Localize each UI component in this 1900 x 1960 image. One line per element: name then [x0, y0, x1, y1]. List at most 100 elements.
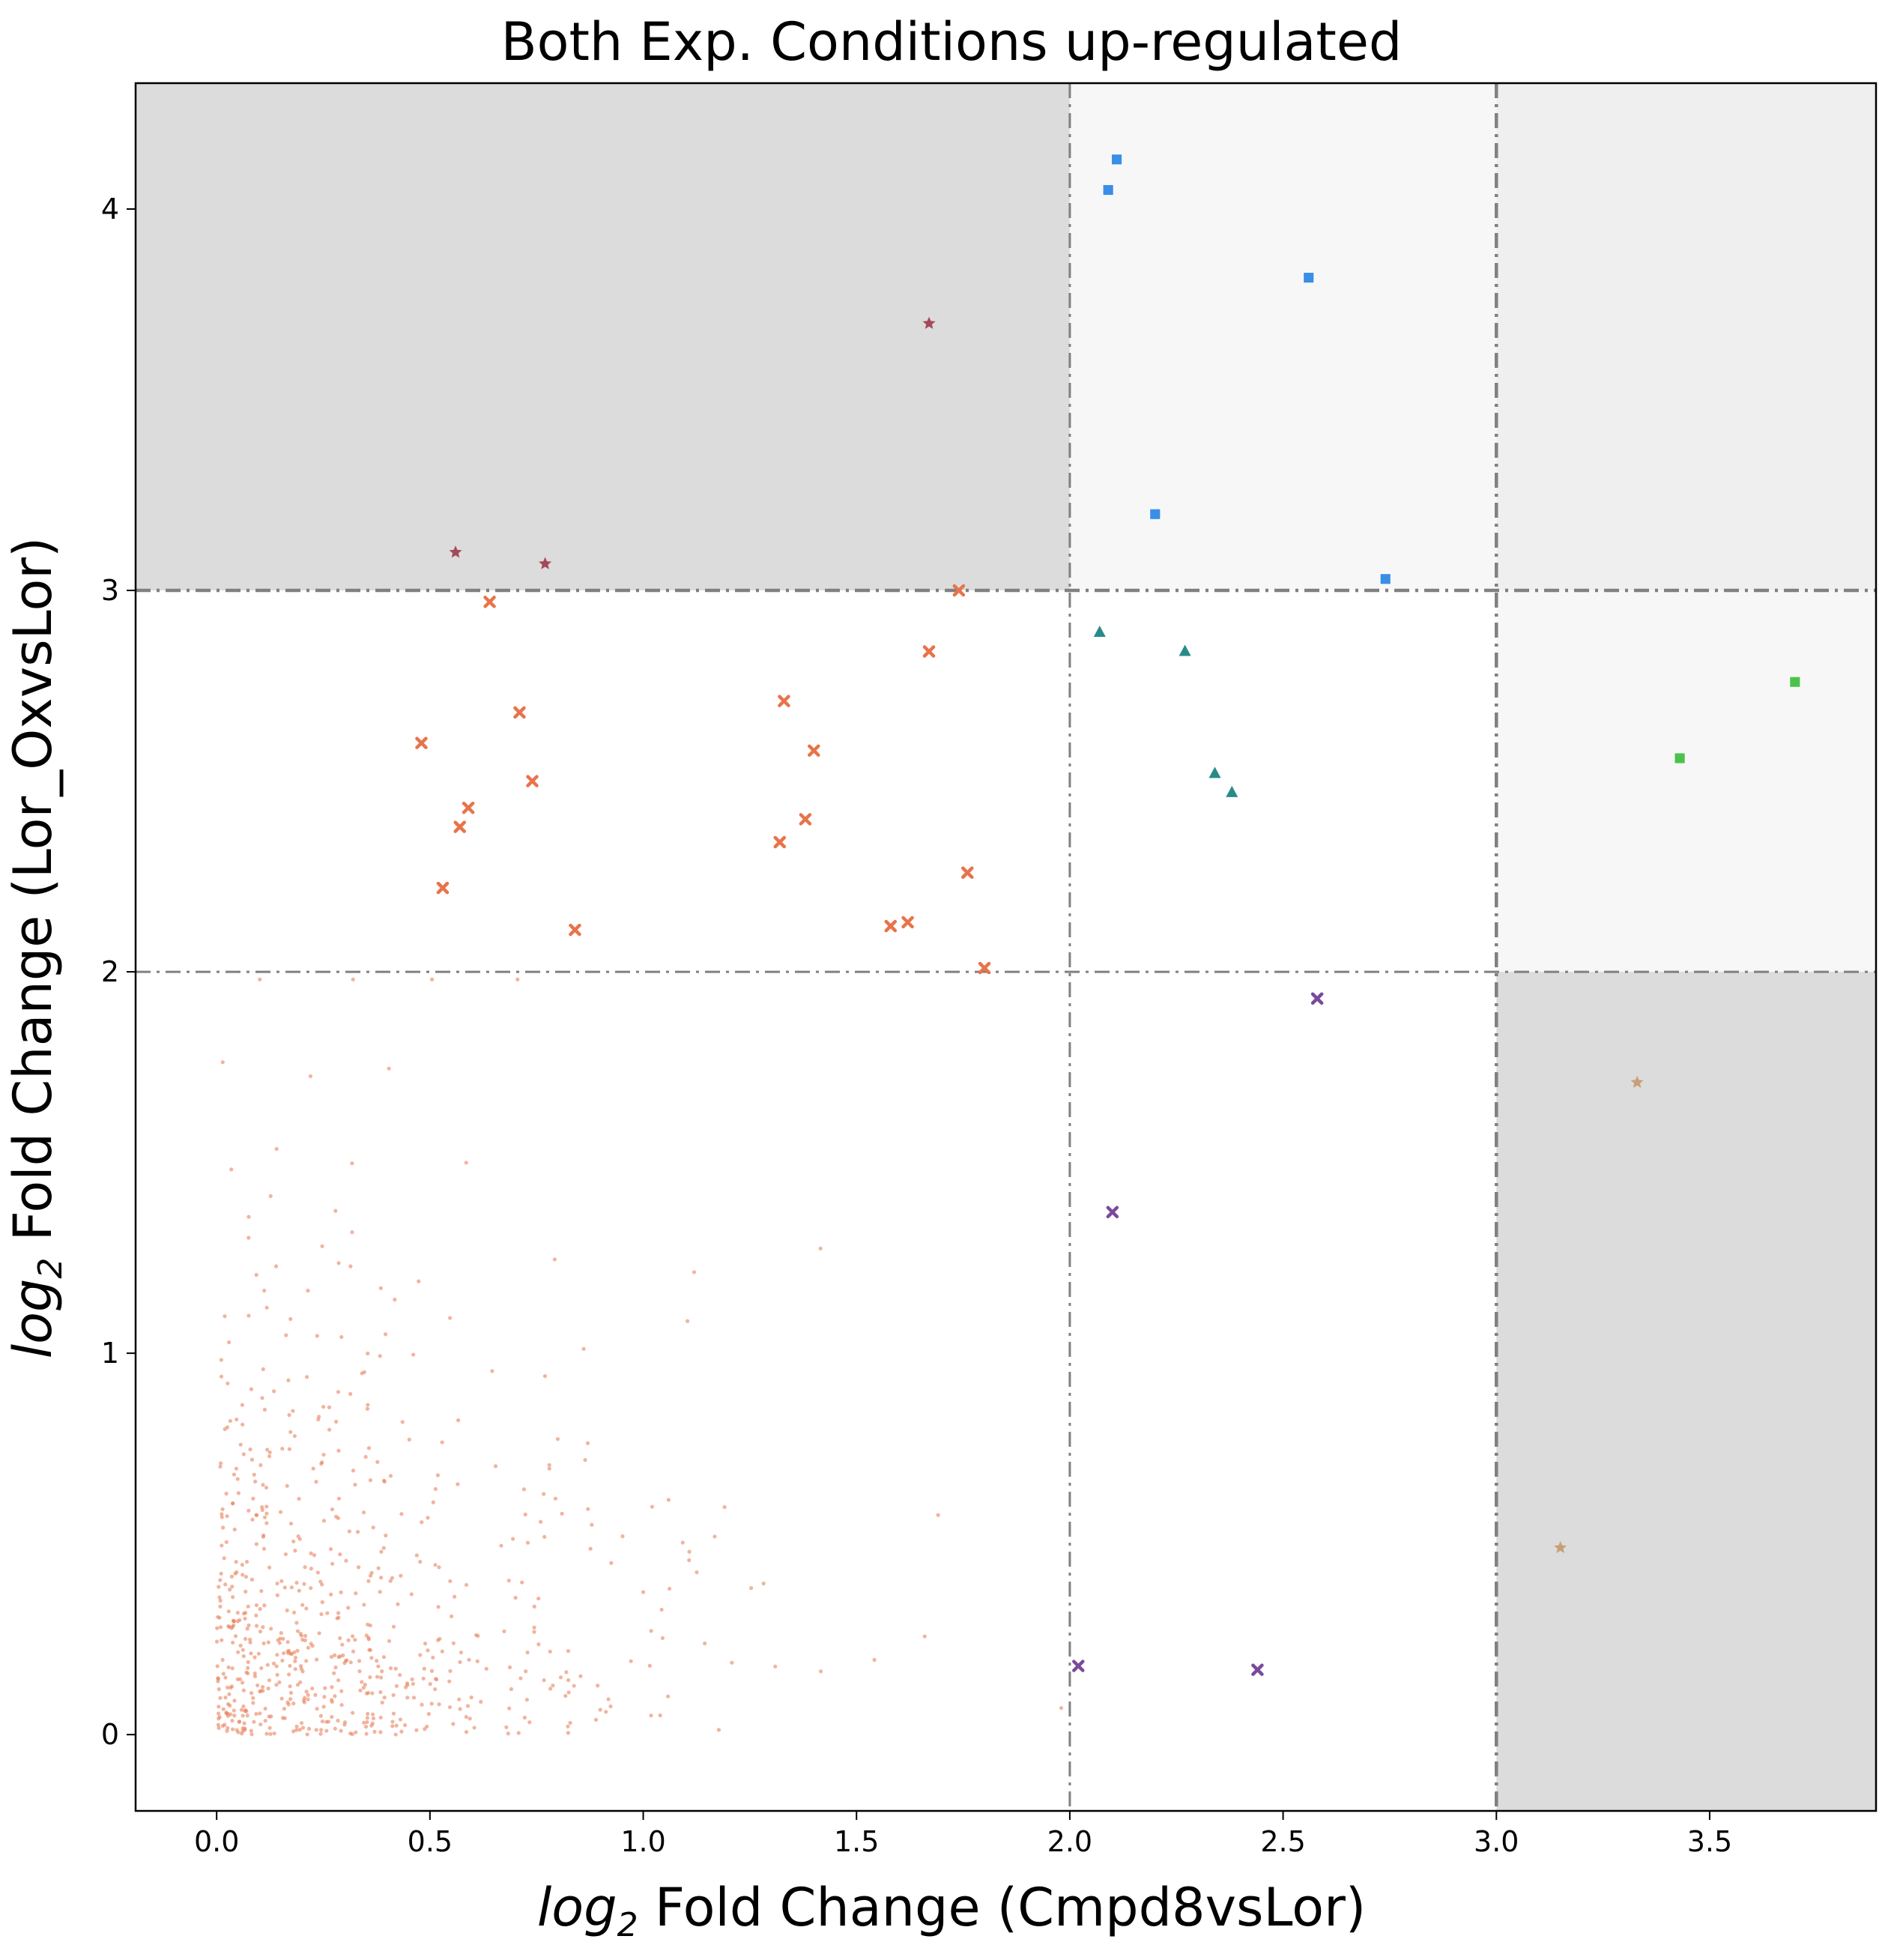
series-0-point	[778, 695, 790, 707]
background-point	[278, 1510, 283, 1514]
background-point	[356, 1530, 360, 1534]
background-point	[237, 1719, 241, 1724]
background-point	[238, 1618, 242, 1623]
background-point	[262, 1407, 267, 1412]
background-point	[458, 1707, 462, 1711]
background-point	[248, 1447, 252, 1452]
background-point	[321, 1405, 326, 1409]
background-point	[289, 1652, 294, 1657]
background-point	[428, 1682, 432, 1687]
background-point	[426, 1648, 430, 1653]
background-point	[304, 1606, 309, 1611]
background-point	[266, 1640, 270, 1645]
background-point	[448, 1316, 453, 1320]
background-point	[308, 1074, 313, 1079]
x-tick-label: 2.5	[1260, 1825, 1305, 1858]
background-point	[629, 1659, 633, 1663]
background-point	[235, 1477, 240, 1481]
background-point	[220, 1525, 226, 1530]
x-tick-label: 1.0	[620, 1825, 665, 1858]
background-point	[365, 1716, 369, 1720]
background-point	[357, 1669, 362, 1674]
background-point	[258, 1463, 263, 1468]
background-point	[558, 1675, 563, 1680]
background-point	[368, 1478, 373, 1483]
background-point	[233, 1634, 238, 1639]
background-point	[525, 1650, 530, 1655]
background-point	[351, 977, 355, 981]
background-point	[563, 1693, 568, 1699]
background-point	[499, 1543, 503, 1548]
background-point	[641, 1590, 646, 1594]
background-point	[506, 1731, 510, 1736]
background-point	[536, 1642, 541, 1647]
background-point	[268, 1731, 273, 1736]
background-point	[288, 1697, 293, 1702]
background-point	[572, 1684, 576, 1688]
background-point	[350, 1161, 354, 1166]
background-point	[447, 1679, 452, 1684]
background-point	[261, 1367, 265, 1372]
background-point	[381, 1655, 387, 1660]
background-point	[310, 1644, 315, 1648]
background-point	[239, 1708, 243, 1712]
background-point	[218, 1625, 223, 1630]
shaded-region-4	[1496, 972, 1876, 1811]
background-point	[378, 1354, 382, 1358]
background-point	[252, 1674, 258, 1679]
background-point	[409, 1592, 414, 1597]
background-point	[330, 1699, 334, 1705]
background-point	[294, 1621, 299, 1625]
background-point	[315, 1334, 319, 1338]
background-point	[273, 1264, 279, 1268]
background-point	[475, 1659, 479, 1663]
background-point	[429, 977, 435, 981]
background-point	[414, 1728, 419, 1732]
background-point	[229, 1574, 234, 1579]
background-point	[376, 1664, 381, 1669]
background-point	[261, 1483, 265, 1487]
background-point	[324, 1719, 329, 1724]
background-point	[279, 1630, 283, 1636]
background-point	[246, 1215, 251, 1219]
background-point	[219, 1374, 224, 1379]
background-point	[291, 1409, 295, 1413]
y-tick-label: 1	[101, 1337, 119, 1370]
background-point	[294, 1724, 299, 1728]
background-point	[429, 1669, 435, 1673]
background-point	[370, 1721, 375, 1725]
background-point	[242, 1721, 246, 1725]
background-point	[243, 1616, 247, 1621]
background-point	[469, 1695, 474, 1700]
x-marker-stroke	[415, 736, 428, 749]
background-point	[231, 1595, 235, 1600]
background-point	[220, 1657, 225, 1663]
background-point	[249, 1691, 254, 1696]
background-point	[542, 1534, 547, 1539]
background-point	[323, 1686, 327, 1690]
background-point	[334, 1419, 339, 1424]
background-point	[234, 1559, 238, 1564]
background-point	[264, 1731, 269, 1736]
background-point	[368, 1623, 373, 1628]
background-point	[366, 1711, 370, 1716]
background-point	[366, 1403, 370, 1407]
background-point	[391, 1693, 396, 1698]
background-point	[703, 1641, 707, 1646]
background-point	[761, 1581, 766, 1586]
background-point	[229, 1685, 233, 1690]
background-point	[511, 1537, 515, 1541]
background-point	[459, 1650, 464, 1655]
x-marker-stroke	[453, 820, 466, 833]
background-point	[279, 1696, 284, 1701]
background-point	[228, 1418, 233, 1424]
background-point	[317, 1631, 321, 1636]
background-point	[220, 1060, 225, 1065]
background-point	[229, 1167, 234, 1172]
background-point	[581, 1346, 586, 1351]
background-point	[220, 1515, 224, 1519]
background-point	[280, 1658, 285, 1663]
series-6-point	[1630, 1075, 1644, 1088]
background-point	[333, 1653, 337, 1657]
background-point	[259, 1588, 264, 1594]
